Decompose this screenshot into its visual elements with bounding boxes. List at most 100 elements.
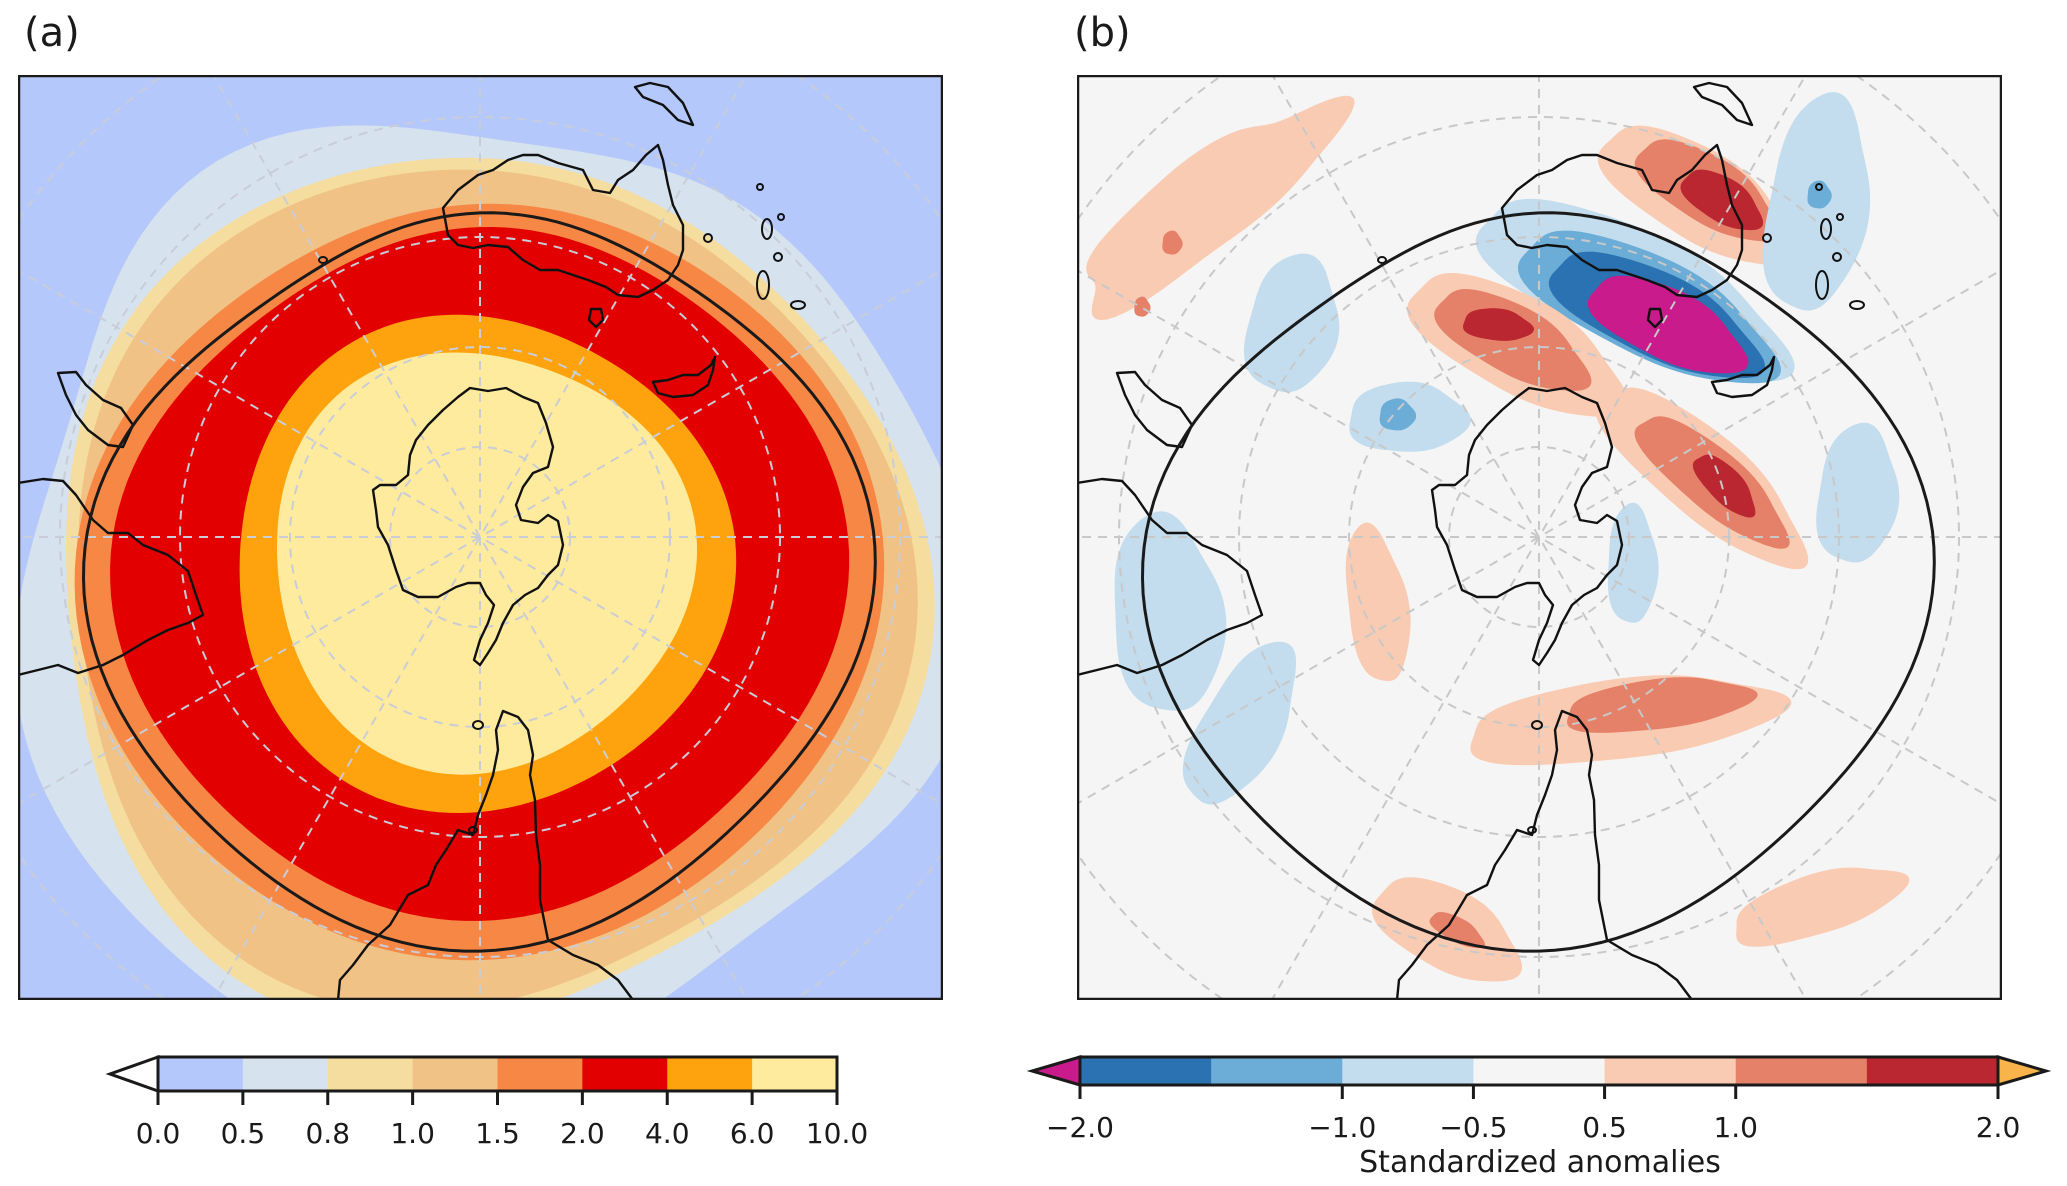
coastlines-a — [18, 81, 806, 1000]
colorbar-tick-label: −0.5 — [1439, 1111, 1507, 1144]
tasmania-coastline — [587, 307, 605, 329]
island-coastline — [1527, 826, 1537, 834]
australia-coastline — [1500, 143, 1744, 299]
colorbar-cell — [1080, 1057, 1212, 1085]
filled-contours-b — [1086, 92, 1910, 982]
africa-coastline — [1077, 477, 1264, 677]
negative-core-anomaly — [1475, 198, 1795, 384]
colorbar-cell — [1735, 1057, 1868, 1085]
colorbar-tick-label: 1.0 — [1713, 1111, 1758, 1144]
island-coastline — [318, 256, 328, 264]
colorbar-cell — [242, 1057, 329, 1091]
island-coastline — [1832, 252, 1842, 262]
colorbar-cell — [582, 1057, 668, 1091]
colorbar-cell — [1211, 1057, 1343, 1085]
colorbar-extend-min — [105, 1054, 160, 1094]
island-coastline — [1815, 183, 1823, 191]
coastlines-b — [1077, 81, 1865, 1000]
colorbar-tick-label: 0.0 — [136, 1117, 181, 1150]
map-frame-b — [1077, 75, 2002, 1000]
new-guinea-coastline — [633, 81, 695, 127]
colorbar-tick-label: 0.8 — [305, 1117, 350, 1150]
colorbar-tick-label: −2.0 — [1046, 1111, 1114, 1144]
island-coastline — [468, 826, 478, 834]
africa-coastline — [18, 477, 205, 677]
anomaly-contour — [1463, 308, 1534, 341]
thick-contour-line-a — [81, 211, 877, 953]
colorbar-cell — [1866, 1057, 1999, 1085]
anomaly-contour — [1379, 398, 1417, 431]
anomaly-contour — [1134, 296, 1151, 317]
island-coastline — [1762, 233, 1772, 243]
tasmania-coastline — [1646, 307, 1664, 329]
colorbar-b: −2.0 −1.0 −0.5 0.5 1.0 2.0 Standardized anoma… — [1026, 1055, 2052, 1180]
anomaly-contour — [1345, 522, 1411, 682]
anomaly-contour — [1162, 230, 1183, 255]
colorbar-b-label: Standardized anomalies — [1359, 1145, 1721, 1180]
panel-b-map — [1077, 75, 2002, 1000]
colorbar-cell — [1342, 1057, 1474, 1085]
weak-negative-anomalies — [1114, 92, 1900, 805]
positive-northeast-anomaly — [1597, 125, 1798, 266]
colorbar-tick-label: 2.0 — [1976, 1111, 2021, 1144]
island-coastline — [1377, 256, 1387, 264]
panel-b-label: (b) — [1074, 10, 1131, 56]
band-6-10 — [277, 352, 697, 775]
panel-a-label: (a) — [24, 10, 80, 56]
island-coastline — [1849, 300, 1865, 310]
anomaly-contour — [1429, 912, 1485, 948]
colorbar-tick-label: 1.5 — [475, 1117, 520, 1150]
positive-southeast-anomaly — [1595, 387, 1809, 570]
island-coastline — [472, 720, 484, 730]
island-coastline — [761, 218, 773, 240]
positive-indian-ocean-anomalies — [1086, 95, 1910, 982]
antarctica-coastline — [371, 386, 565, 667]
colorbar-a: 0.0 0.5 0.8 1.0 1.5 2.0 4.0 6.0 10.0 — [105, 1054, 868, 1150]
anomaly-contour — [1736, 867, 1910, 947]
thick-contour-line-b — [1140, 211, 1936, 953]
filled-contours-a — [18, 75, 943, 1000]
colorbar-tick-label: 10.0 — [806, 1117, 868, 1150]
colorbar-cell — [497, 1057, 583, 1091]
anomaly-contour — [1587, 275, 1749, 374]
south-america-coastline — [1395, 709, 1694, 1000]
positive-drake-anomaly — [1470, 675, 1792, 766]
island-coastline — [777, 213, 785, 221]
colorbar-cell — [1604, 1057, 1737, 1085]
island-coastline — [773, 252, 783, 262]
australia-coastline — [441, 143, 685, 299]
new-zealand-coastline — [651, 355, 717, 399]
colorbar-cell — [158, 1057, 244, 1091]
colorbar-cell — [412, 1057, 498, 1091]
colorbar-tick-label: 0.5 — [221, 1117, 266, 1150]
island-coastline — [756, 183, 764, 191]
anomaly-contour — [1243, 253, 1340, 393]
colorbar-cell — [667, 1057, 753, 1091]
new-guinea-coastline — [1692, 81, 1754, 127]
anomaly-contour — [1567, 677, 1758, 733]
colorbar-outline — [1078, 1055, 2000, 1087]
anomaly-contour — [1182, 641, 1297, 805]
colorbar-extend-max — [1996, 1055, 2052, 1087]
colorbar-tick-label: 0.5 — [1582, 1111, 1627, 1144]
south-america-coastline — [336, 709, 635, 1000]
anomaly-contour — [1692, 454, 1756, 518]
anomaly-contour — [1816, 422, 1900, 563]
colorbar-cell — [327, 1057, 414, 1091]
colorbar-tick-label: 2.0 — [560, 1117, 605, 1150]
panel-a-map — [18, 75, 943, 1000]
colorbar-tick-label: 1.0 — [390, 1117, 435, 1150]
island-coastline — [756, 270, 770, 300]
colorbar-cell — [1473, 1057, 1606, 1085]
madagascar-coastline — [1115, 370, 1194, 449]
island-coastline — [1820, 218, 1832, 240]
colorbar-tick-label: 6.0 — [730, 1117, 775, 1150]
madagascar-coastline — [56, 370, 135, 449]
anomaly-contour — [1086, 95, 1355, 321]
island-coastline — [1836, 213, 1844, 221]
anomaly-contour — [1680, 169, 1764, 231]
colorbar-extend-min — [1026, 1055, 1082, 1087]
island-coastline — [703, 233, 713, 243]
island-coastline — [790, 300, 806, 310]
positive-southwest-anomaly — [1407, 273, 1630, 417]
